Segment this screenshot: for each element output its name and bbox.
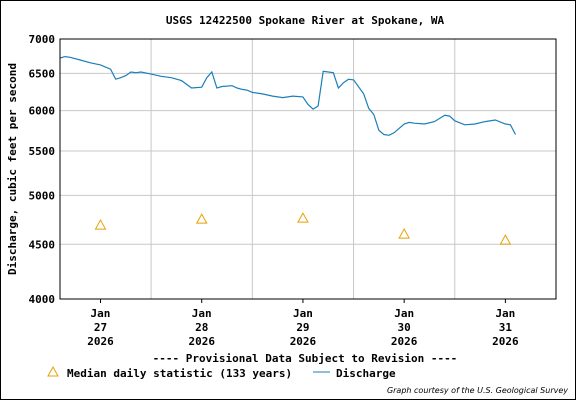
discharge-series-line [59,55,517,136]
x-tick-day: 29 [296,321,309,334]
series-layer [59,55,517,245]
x-tick-day: 30 [398,321,411,334]
x-tick-month: Jan [91,307,111,320]
median-triangle-point [195,213,208,224]
provisional-notice: ---- Provisional Data Subject to Revisio… [153,352,458,365]
x-tick-year: 2026 [391,335,418,348]
median-triangle-point [94,219,107,230]
x-tick-month: Jan [192,307,212,320]
legend-discharge-label: Discharge [336,367,396,380]
x-tick-month: Jan [495,307,515,320]
plot-area [60,39,556,299]
x-tick-year: 2026 [492,335,519,348]
x-tick-day: 31 [499,321,513,334]
credit-text: Graph courtesy of the U.S. Geological Su… [387,386,568,395]
x-tick-year: 2026 [290,335,317,348]
median-triangle-point [297,212,309,223]
x-axis-tick-labels: Jan272026Jan282026Jan292026Jan302026Jan3… [87,299,519,348]
legend-median-label: Median daily statistic (133 years) [67,367,292,380]
y-tick-label: 7000 [29,33,56,46]
y-axis-label: Discharge, cubic feet per second [6,63,19,275]
y-tick-label: 5500 [29,145,56,158]
x-tick-day: 27 [94,321,107,334]
x-tick-day: 28 [195,321,208,334]
plot-border [59,38,557,300]
y-tick-label: 6500 [29,67,56,80]
horizontal-gridlines [60,72,556,245]
vertical-gridlines [150,39,456,299]
median-triangle-point [499,234,512,245]
y-axis-tick-labels: 4000 4500 5000 5500 6000 6500 7000 [29,33,56,306]
legend-median-triangle-icon [47,365,59,377]
x-tick-month: Jan [394,307,414,320]
y-tick-label: 4500 [29,238,56,251]
x-tick-year: 2026 [188,335,215,348]
y-tick-label: 6000 [29,105,56,118]
y-tick-label: 5000 [29,189,56,202]
median-triangle-point [398,228,411,239]
x-tick-year: 2026 [87,335,114,348]
chart-title: USGS 12422500 Spokane River at Spokane, … [166,14,445,27]
x-tick-month: Jan [293,307,313,320]
y-tick-label: 4000 [29,293,56,306]
legend: Median daily statistic (133 years) Disch… [47,365,396,380]
